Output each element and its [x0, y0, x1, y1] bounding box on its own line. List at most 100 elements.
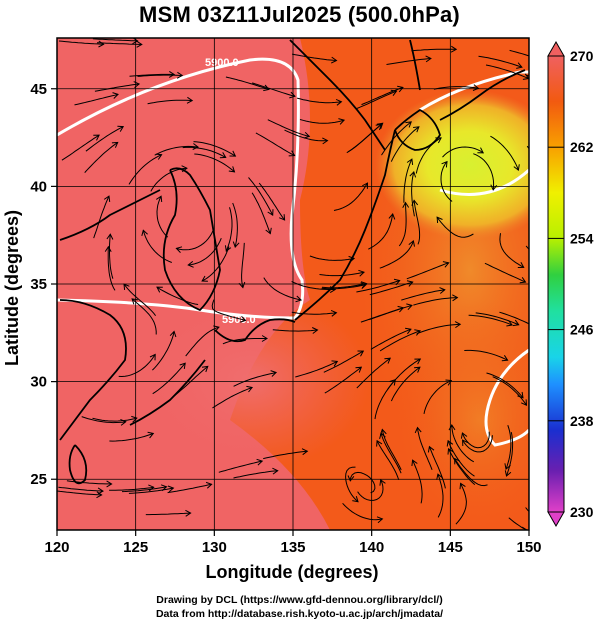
streamline: [379, 240, 414, 269]
streamline: [296, 97, 342, 104]
streamline: [212, 387, 253, 409]
streamline-arrow: [519, 277, 527, 284]
streamline-arrow: [229, 150, 237, 157]
streamline: [475, 312, 519, 326]
streamline-arrow: [454, 321, 462, 329]
x-tick-label: 125: [123, 539, 148, 556]
streamline: [416, 323, 461, 335]
streamline: [486, 372, 524, 399]
streamline-arrow: [168, 70, 176, 78]
streamline: [380, 433, 402, 474]
streamline-arrow: [409, 170, 417, 178]
streamline: [406, 262, 449, 280]
streamline: [92, 38, 138, 42]
streamline: [499, 233, 524, 268]
streamline: [176, 230, 214, 251]
streamline-arrow: [513, 164, 520, 172]
streamline-arrow: [450, 45, 458, 53]
streamline-arrow: [425, 55, 432, 63]
streamline-arrow: [181, 165, 188, 173]
streamline-arrow: [379, 432, 386, 440]
streamline-arrow: [185, 509, 192, 517]
streamline: [109, 486, 154, 491]
streamline-arrow: [179, 362, 186, 369]
streamline: [361, 86, 404, 106]
streamline-arrow: [263, 84, 270, 92]
streamline: [93, 195, 110, 239]
colorbar-max-triangle: [547, 40, 565, 57]
streamline: [185, 326, 220, 357]
streamline: [464, 349, 508, 361]
streamline-arrow: [376, 122, 384, 129]
streamline: [251, 192, 271, 234]
streamline: [225, 207, 233, 252]
streamline: [295, 360, 338, 378]
streamline: [349, 471, 376, 494]
streamline-arrow: [362, 182, 369, 189]
streamline-arrow: [535, 325, 541, 330]
streamline: [129, 73, 175, 77]
streamline: [58, 40, 104, 45]
streamline-arrow: [506, 320, 514, 327]
streamline: [423, 380, 452, 415]
streamline-arrow: [96, 491, 103, 499]
korea-coast: [162, 167, 221, 312]
streamline: [437, 473, 444, 518]
streamline-arrow: [414, 358, 422, 365]
streamline-arrow: [201, 365, 209, 373]
streamline-arrow: [427, 445, 435, 453]
streamline: [509, 49, 529, 57]
streamline: [401, 289, 445, 301]
streamline-arrow: [414, 426, 422, 434]
streamline-arrow: [301, 448, 309, 456]
colorbar-tick-label: 254: [570, 230, 594, 246]
streamline-arrow: [406, 303, 413, 311]
streamline: [233, 372, 277, 387]
colorbar-tick-label: 270: [570, 48, 594, 64]
streamline-arrow: [512, 319, 520, 327]
streamline: [128, 154, 162, 185]
streamline-arrow: [289, 91, 296, 99]
streamline: [455, 483, 467, 525]
honshu-coast: [294, 129, 396, 321]
streamline: [413, 200, 421, 245]
streamline: [292, 53, 337, 61]
streamline: [428, 446, 446, 489]
streamline-arrow: [348, 255, 356, 263]
streamline: [492, 376, 527, 406]
streamline: [137, 74, 183, 77]
streamline-arrow: [106, 233, 114, 240]
streamline-arrow: [213, 325, 220, 332]
streamline: [267, 119, 310, 137]
y-tick-label: 40: [30, 178, 47, 195]
streamline-arrow: [267, 209, 274, 216]
streamline-arrow: [98, 40, 105, 48]
streamline-arrow: [376, 439, 383, 447]
y-tick-label: 30: [30, 374, 47, 391]
taiwan-coast: [68, 444, 88, 485]
streamline: [473, 153, 495, 190]
streamline: [218, 460, 263, 473]
streamline: [147, 99, 193, 105]
streamline-arrow: [389, 378, 396, 386]
streamline-arrow: [413, 126, 420, 133]
streamline: [417, 427, 433, 470]
x-tick-label: 135: [280, 539, 305, 556]
streamline: [356, 357, 391, 389]
streamline: [390, 126, 420, 162]
streamline-arrow: [256, 458, 264, 466]
streamline-arrow: [295, 295, 303, 303]
streamline-arrow: [265, 227, 272, 235]
streamline: [484, 262, 526, 283]
sakhalin-coast: [409, 39, 421, 91]
streamline: [109, 234, 114, 279]
streamline: [342, 502, 383, 521]
streamline: [447, 440, 475, 477]
streamline-arrow: [452, 294, 459, 302]
streamline-arrow: [520, 399, 528, 407]
streamline: [188, 238, 222, 266]
streamline: [505, 425, 512, 470]
streamline-arrow: [357, 350, 365, 357]
streamline: [355, 90, 397, 110]
